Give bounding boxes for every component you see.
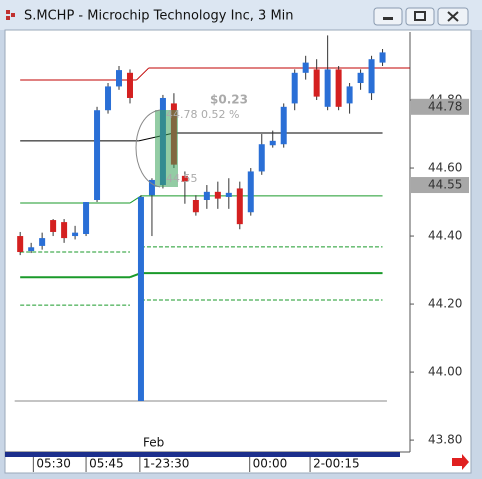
candle-body	[313, 69, 320, 97]
period-label: Feb	[143, 436, 164, 450]
y-tick-label: 44.20	[428, 297, 462, 311]
measure-change: $0.23	[210, 93, 248, 107]
app-icon	[6, 10, 15, 20]
candle-body	[116, 70, 123, 87]
candle-body	[105, 86, 112, 111]
candle-body	[236, 188, 243, 225]
price-tag	[411, 177, 469, 194]
y-tick-label: 44.40	[428, 229, 462, 243]
price-tag	[411, 98, 469, 115]
x-tick-label: 05:45	[89, 457, 124, 471]
candle-body	[269, 140, 276, 146]
candle-body	[357, 72, 364, 84]
candle-body	[324, 69, 331, 107]
candle-body	[181, 175, 188, 182]
candle-body	[83, 202, 90, 235]
price-tag-label: 44.78	[428, 99, 462, 113]
chart-panel	[4, 29, 472, 474]
close-button[interactable]	[437, 7, 469, 26]
candle-body	[61, 222, 68, 239]
x-tick-label: 05:30	[36, 457, 71, 471]
candle-body	[291, 72, 298, 104]
candle-body	[148, 179, 155, 196]
y-tick-label: 43.80	[428, 433, 462, 447]
x-tick-label: 00:00	[253, 457, 288, 471]
measure-highlight	[155, 110, 178, 187]
candle-body	[126, 72, 133, 98]
x-tick-label: 1-23:30	[143, 457, 190, 471]
candle-body	[50, 220, 57, 232]
candle-body	[39, 238, 46, 246]
candle-body	[258, 144, 265, 172]
candle-body	[72, 232, 79, 237]
candle-body	[335, 69, 342, 107]
level-step	[136, 67, 150, 81]
minimize-button[interactable]	[373, 7, 403, 26]
candle-body	[346, 86, 353, 104]
measure-curve	[135, 109, 161, 188]
candle-body	[192, 200, 199, 213]
scroll-bar[interactable]	[5, 452, 400, 457]
maximize-button[interactable]	[405, 7, 435, 26]
candle-body	[302, 62, 309, 73]
candle-body	[137, 196, 144, 401]
measure-detail: 44.78 0.52 %	[166, 108, 239, 121]
candle-body	[280, 106, 287, 145]
price-tag-label: 44.55	[428, 178, 462, 192]
x-tick-label: 2-00:15	[313, 457, 360, 471]
candle-body	[28, 247, 35, 252]
candle-body	[379, 52, 386, 63]
candle-body	[247, 171, 254, 213]
y-tick-label: 44.00	[428, 365, 462, 379]
y-tick-label: 44.60	[428, 161, 462, 175]
candle-body	[203, 191, 210, 200]
measure-start: 44.55	[166, 172, 198, 185]
candle-body	[214, 191, 221, 199]
candle-body	[225, 192, 232, 197]
candle-body	[368, 59, 375, 94]
candle-body	[17, 236, 24, 253]
window-title: S.MCHP - Microchip Technology Inc, 3 Min	[24, 9, 294, 24]
scroll-arrow[interactable]	[452, 454, 469, 470]
candle-body	[94, 110, 101, 200]
